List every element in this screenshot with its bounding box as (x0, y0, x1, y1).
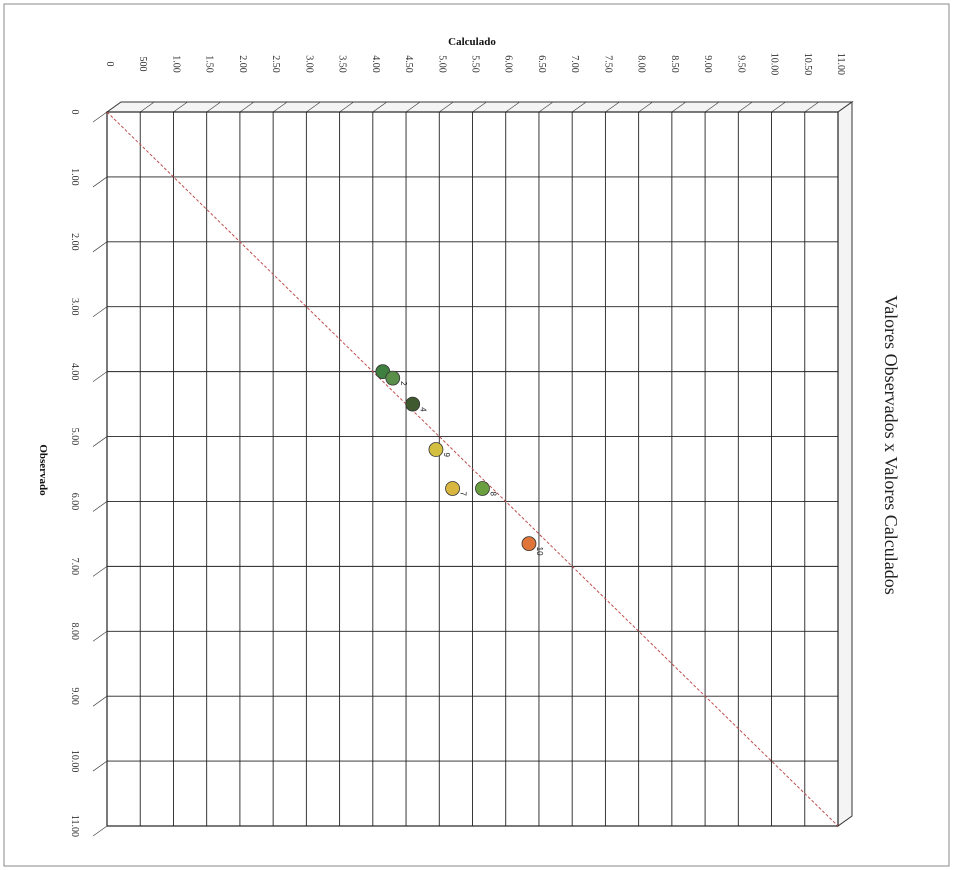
vertical-gridline-depth (306, 101, 321, 113)
y-tick-label: 7.00 (569, 55, 580, 73)
chart-title: Valores Observados x Valores Calculados (881, 295, 901, 595)
y-tick-label: 10.00 (769, 53, 780, 76)
data-point-label: 7 (459, 491, 468, 496)
y-tick-label: 4.00 (370, 55, 381, 73)
x-axis-title: Observado (37, 444, 49, 496)
x-tick-label: 2.00 (69, 233, 80, 251)
vertical-gridline-depth (239, 101, 255, 113)
vertical-gridline-depth (704, 101, 720, 113)
data-point (428, 442, 444, 457)
y-tick-label: 1.50 (204, 55, 215, 73)
vertical-gridline-depth (738, 101, 753, 113)
horizontal-gridline-depth (92, 371, 108, 382)
data-point-label: 9 (442, 453, 451, 458)
vertical-gridline-depth (671, 101, 687, 113)
horizontal-gridline-depth (92, 176, 108, 188)
y-axis-title: Calculado (448, 36, 496, 48)
vertical-gridline-depth (140, 101, 155, 113)
horizontal-gridline-depth (92, 241, 108, 253)
horizontal-gridline-depth (92, 111, 108, 123)
data-point (521, 536, 537, 552)
reference-line-group (106, 111, 839, 827)
x-tick-label: 0 (69, 110, 80, 115)
vertical-gridline-depth (106, 101, 122, 113)
vertical-gridline-depth (206, 101, 221, 113)
horizontal-gridline-depth (92, 566, 108, 577)
y-tick-label: 2.50 (270, 55, 281, 73)
vertical-gridline-depth (439, 101, 454, 113)
data-points: 12497810 (375, 364, 544, 556)
vertical-gridline-depth (771, 101, 786, 113)
reference-line (106, 111, 839, 827)
horizontal-gridline-depth (92, 630, 108, 642)
data-point (385, 370, 401, 386)
x-tick-label: 1.00 (69, 168, 80, 186)
y-tick-label: 7.50 (602, 55, 613, 73)
y-tick-label: 4.50 (403, 55, 414, 73)
plot-background (105, 101, 854, 827)
x-tick-label: 7.00 (69, 558, 80, 576)
y-tick-label: 11.00 (835, 53, 846, 75)
data-point (475, 481, 490, 496)
data-point (445, 481, 460, 496)
y-tick-label: 10.50 (802, 53, 813, 76)
y-tick-labels: 0 500 1.00 1.50 2.00 2.50 3.00 3.50 4.00 4.50 5.00… (104, 53, 846, 76)
x-tick-labels: 0 1.00 2.00 3.00 4.00 5.00 6.00 7.00 8.00 9.00 10.… (69, 110, 80, 838)
vertical-gridline-depth (339, 101, 354, 113)
x-tick-label: 8.00 (69, 623, 80, 641)
horizontal-gridline-depth (92, 695, 108, 707)
y-tick-label: 6.50 (536, 55, 547, 73)
vertical-gridline-depth (405, 101, 421, 113)
x-tick-label: 6.00 (69, 493, 80, 511)
horizontal-gridline-depth (92, 760, 108, 772)
vertical-gridline-depth (505, 101, 520, 113)
grid-lines (92, 101, 853, 837)
data-point-label: 2 (399, 381, 408, 386)
x-tick-label: 4.00 (69, 363, 80, 381)
data-point-label: 4 (419, 407, 428, 412)
y-tick-label: 500 (137, 57, 148, 72)
vertical-gridline-depth (538, 101, 554, 113)
y-tick-label: 3.50 (337, 55, 348, 73)
y-tick-label: 1.00 (170, 55, 181, 73)
vertical-gridline-depth (272, 101, 288, 113)
y-tick-label: 8.00 (636, 55, 647, 73)
y-tick-label: 6.00 (503, 55, 514, 73)
vertical-gridline-depth (837, 101, 853, 113)
data-point-label: 10 (535, 547, 544, 556)
y-tick-label: 9.50 (735, 55, 746, 73)
x-tick-label: 9.00 (69, 687, 80, 705)
y-tick-label: 5.50 (470, 55, 481, 73)
x-tick-label: 5.00 (69, 428, 80, 446)
horizontal-gridline-depth (92, 436, 108, 447)
x-tick-label: 10.00 (69, 750, 80, 773)
horizontal-gridline-depth (92, 825, 108, 837)
y-tick-label: 0 (104, 62, 115, 67)
plot-side-wall (837, 101, 853, 827)
data-point (405, 396, 421, 412)
vertical-gridline-depth (605, 101, 620, 113)
vertical-gridline-depth (571, 101, 587, 113)
vertical-gridline-depth (372, 101, 388, 113)
data-point-label: 8 (488, 491, 497, 496)
y-tick-label: 2.00 (237, 55, 248, 73)
x-tick-label: 11.00 (69, 815, 80, 837)
y-tick-label: 3.00 (303, 55, 314, 73)
vertical-gridline-depth (638, 101, 653, 113)
vertical-gridline-depth (472, 101, 487, 113)
y-tick-label: 8.50 (669, 55, 680, 73)
vertical-gridline-depth (804, 101, 819, 113)
x-tick-label: 3.00 (69, 298, 80, 316)
horizontal-gridline-depth (92, 306, 108, 318)
vertical-gridline-depth (173, 101, 188, 113)
y-tick-label: 5.00 (436, 55, 447, 73)
y-tick-label: 9.00 (702, 55, 713, 73)
horizontal-gridline-depth (92, 501, 108, 512)
